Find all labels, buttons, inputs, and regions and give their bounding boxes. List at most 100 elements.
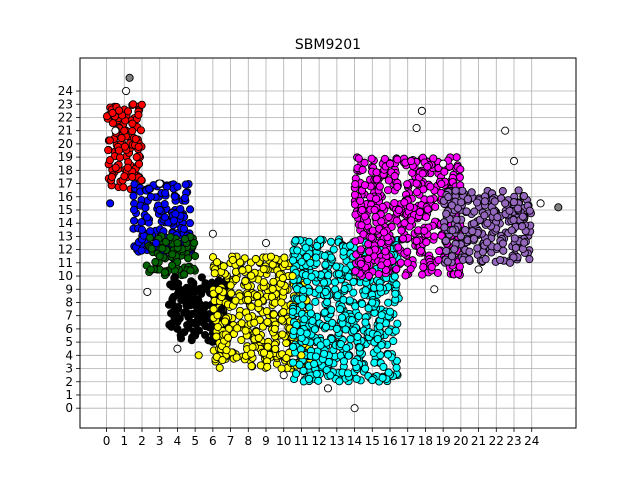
cluster-point xyxy=(377,311,386,320)
cluster-point xyxy=(173,182,182,191)
cluster-point xyxy=(304,374,314,383)
cluster-point xyxy=(400,218,409,228)
data-point xyxy=(191,331,200,340)
cluster-point xyxy=(259,278,268,287)
cluster-point xyxy=(247,361,256,371)
cluster-point xyxy=(378,373,387,382)
cluster-point xyxy=(310,359,319,368)
chart-title: SBM9201 xyxy=(295,37,361,53)
data-point xyxy=(120,126,129,135)
cluster-point xyxy=(379,228,389,237)
y-tick-label: 7 xyxy=(65,309,73,323)
cluster-point xyxy=(364,254,373,263)
cluster-point xyxy=(349,288,358,297)
cluster-point xyxy=(278,330,287,339)
cluster-point xyxy=(419,263,428,272)
cluster-point xyxy=(454,269,463,278)
cluster-point xyxy=(327,305,336,314)
cluster-point xyxy=(222,346,231,355)
data-point xyxy=(169,216,178,225)
data-point xyxy=(146,192,155,201)
data-point xyxy=(474,265,483,274)
cluster-point xyxy=(451,186,460,195)
cluster-point xyxy=(324,271,333,280)
data-point xyxy=(132,153,141,162)
cluster-point xyxy=(393,182,402,191)
y-tick-label: 19 xyxy=(58,150,73,164)
data-point xyxy=(270,324,279,333)
y-tick-label: 4 xyxy=(65,348,73,362)
cluster-point xyxy=(232,353,241,362)
data-point xyxy=(350,357,359,366)
cluster-point xyxy=(463,195,472,204)
cluster-point xyxy=(307,272,316,281)
cluster-point xyxy=(336,305,345,314)
cluster-point xyxy=(119,183,128,192)
cluster-point xyxy=(146,227,155,236)
cluster-point xyxy=(306,309,315,318)
cluster-point xyxy=(166,232,175,241)
y-tick-label: 15 xyxy=(58,203,73,217)
cluster-point xyxy=(352,374,361,383)
cluster-point xyxy=(247,271,256,280)
cluster-point xyxy=(384,213,393,222)
cluster-point xyxy=(525,255,534,264)
cluster-point xyxy=(407,216,416,225)
data-point xyxy=(279,371,288,380)
data-point xyxy=(122,86,131,96)
cluster-point xyxy=(293,246,302,255)
cluster-point xyxy=(370,205,379,214)
cluster-point xyxy=(251,254,260,264)
data-point xyxy=(501,199,510,208)
data-point xyxy=(173,238,182,248)
cluster-point xyxy=(457,198,466,207)
y-tick-label: 10 xyxy=(58,269,73,283)
cluster-point xyxy=(194,298,203,307)
data-point xyxy=(554,203,563,212)
cluster-point xyxy=(321,260,330,269)
cluster-point xyxy=(319,278,329,287)
cluster-point xyxy=(338,313,347,322)
cluster-point xyxy=(160,213,169,222)
cluster-point xyxy=(345,296,354,305)
cluster-point xyxy=(214,285,223,294)
cluster-point xyxy=(465,247,474,256)
cluster-point xyxy=(415,207,424,217)
cluster-point xyxy=(108,119,117,128)
cluster-point xyxy=(448,226,457,235)
cluster-point xyxy=(266,252,276,261)
cluster-layer xyxy=(102,100,535,386)
cluster-point xyxy=(334,269,343,279)
x-tick-label: 4 xyxy=(174,434,182,448)
y-tick-label: 5 xyxy=(65,335,73,349)
cluster-point xyxy=(160,199,169,209)
cluster-point xyxy=(365,247,374,256)
y-tick-label: 24 xyxy=(58,84,73,98)
cluster-point xyxy=(422,213,431,222)
cluster-point xyxy=(511,243,520,252)
data-point xyxy=(332,324,341,333)
cluster-point xyxy=(243,295,252,304)
cluster-point xyxy=(311,297,320,306)
cluster-point xyxy=(314,376,323,385)
cluster-point xyxy=(282,338,291,348)
cluster-point xyxy=(384,368,393,377)
cluster-point xyxy=(469,234,479,243)
cluster-point xyxy=(450,245,459,254)
data-point xyxy=(536,199,545,208)
y-tick-label: 0 xyxy=(65,401,73,415)
cluster-point xyxy=(128,119,137,128)
cluster-point xyxy=(241,326,250,335)
cluster-point xyxy=(440,167,449,176)
cluster-point xyxy=(499,246,508,255)
cluster-point xyxy=(277,298,286,307)
cluster-point xyxy=(326,371,335,380)
data-point xyxy=(368,298,377,307)
cluster-point xyxy=(161,237,170,246)
cluster-point xyxy=(263,362,272,371)
cluster-point xyxy=(393,155,402,164)
cluster-point xyxy=(218,356,227,365)
cluster-point xyxy=(392,280,401,289)
data-point xyxy=(173,344,182,353)
